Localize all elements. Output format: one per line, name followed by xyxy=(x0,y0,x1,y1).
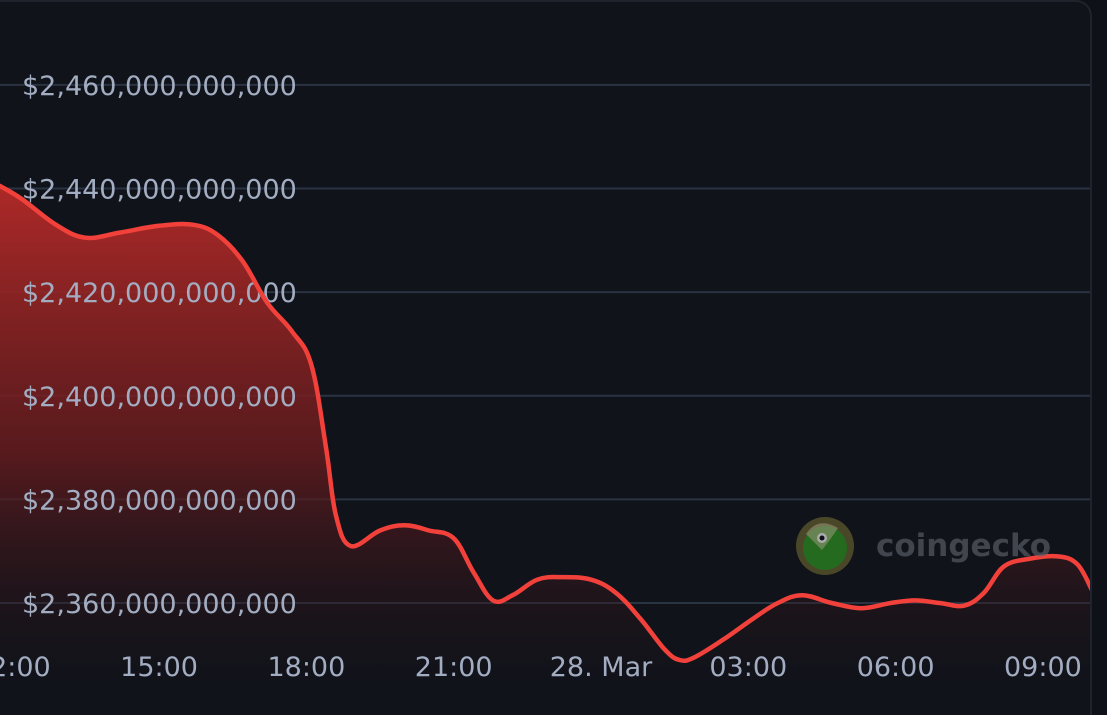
x-tick-label: 09:00 xyxy=(1004,652,1082,683)
y-axis-labels: $2,460,000,000,000 $2,440,000,000,000 $2,4… xyxy=(22,71,297,620)
y-tick-label: $2,400,000,000,000 xyxy=(22,382,297,413)
series-line[interactable] xyxy=(0,183,1092,664)
x-tick-label: 28. Mar xyxy=(550,652,653,683)
y-tick-label: $2,440,000,000,000 xyxy=(22,175,297,206)
x-tick-label: 21:00 xyxy=(415,652,493,683)
coingecko-watermark: coingecko xyxy=(796,517,1051,575)
watermark-text: coingecko xyxy=(876,528,1051,564)
coingecko-gecko-logo xyxy=(796,517,854,575)
y-tick-label: $2,420,000,000,000 xyxy=(22,278,297,309)
y-tick-label: $2,460,000,000,000 xyxy=(22,71,297,102)
y-tick-label: $2,380,000,000,000 xyxy=(22,485,297,516)
x-axis-labels: 12:00 15:00 18:00 21:00 28. Mar 03:00 06:00 09:… xyxy=(0,652,1082,683)
x-tick-label: 06:00 xyxy=(857,652,935,683)
x-tick-label: 18:00 xyxy=(267,652,345,683)
y-tick-label: $2,360,000,000,000 xyxy=(22,589,297,620)
series-area xyxy=(0,185,1090,715)
x-tick-label: 15:00 xyxy=(120,652,198,683)
x-tick-label: 03:00 xyxy=(709,652,787,683)
x-tick-label: 12:00 xyxy=(0,652,51,683)
